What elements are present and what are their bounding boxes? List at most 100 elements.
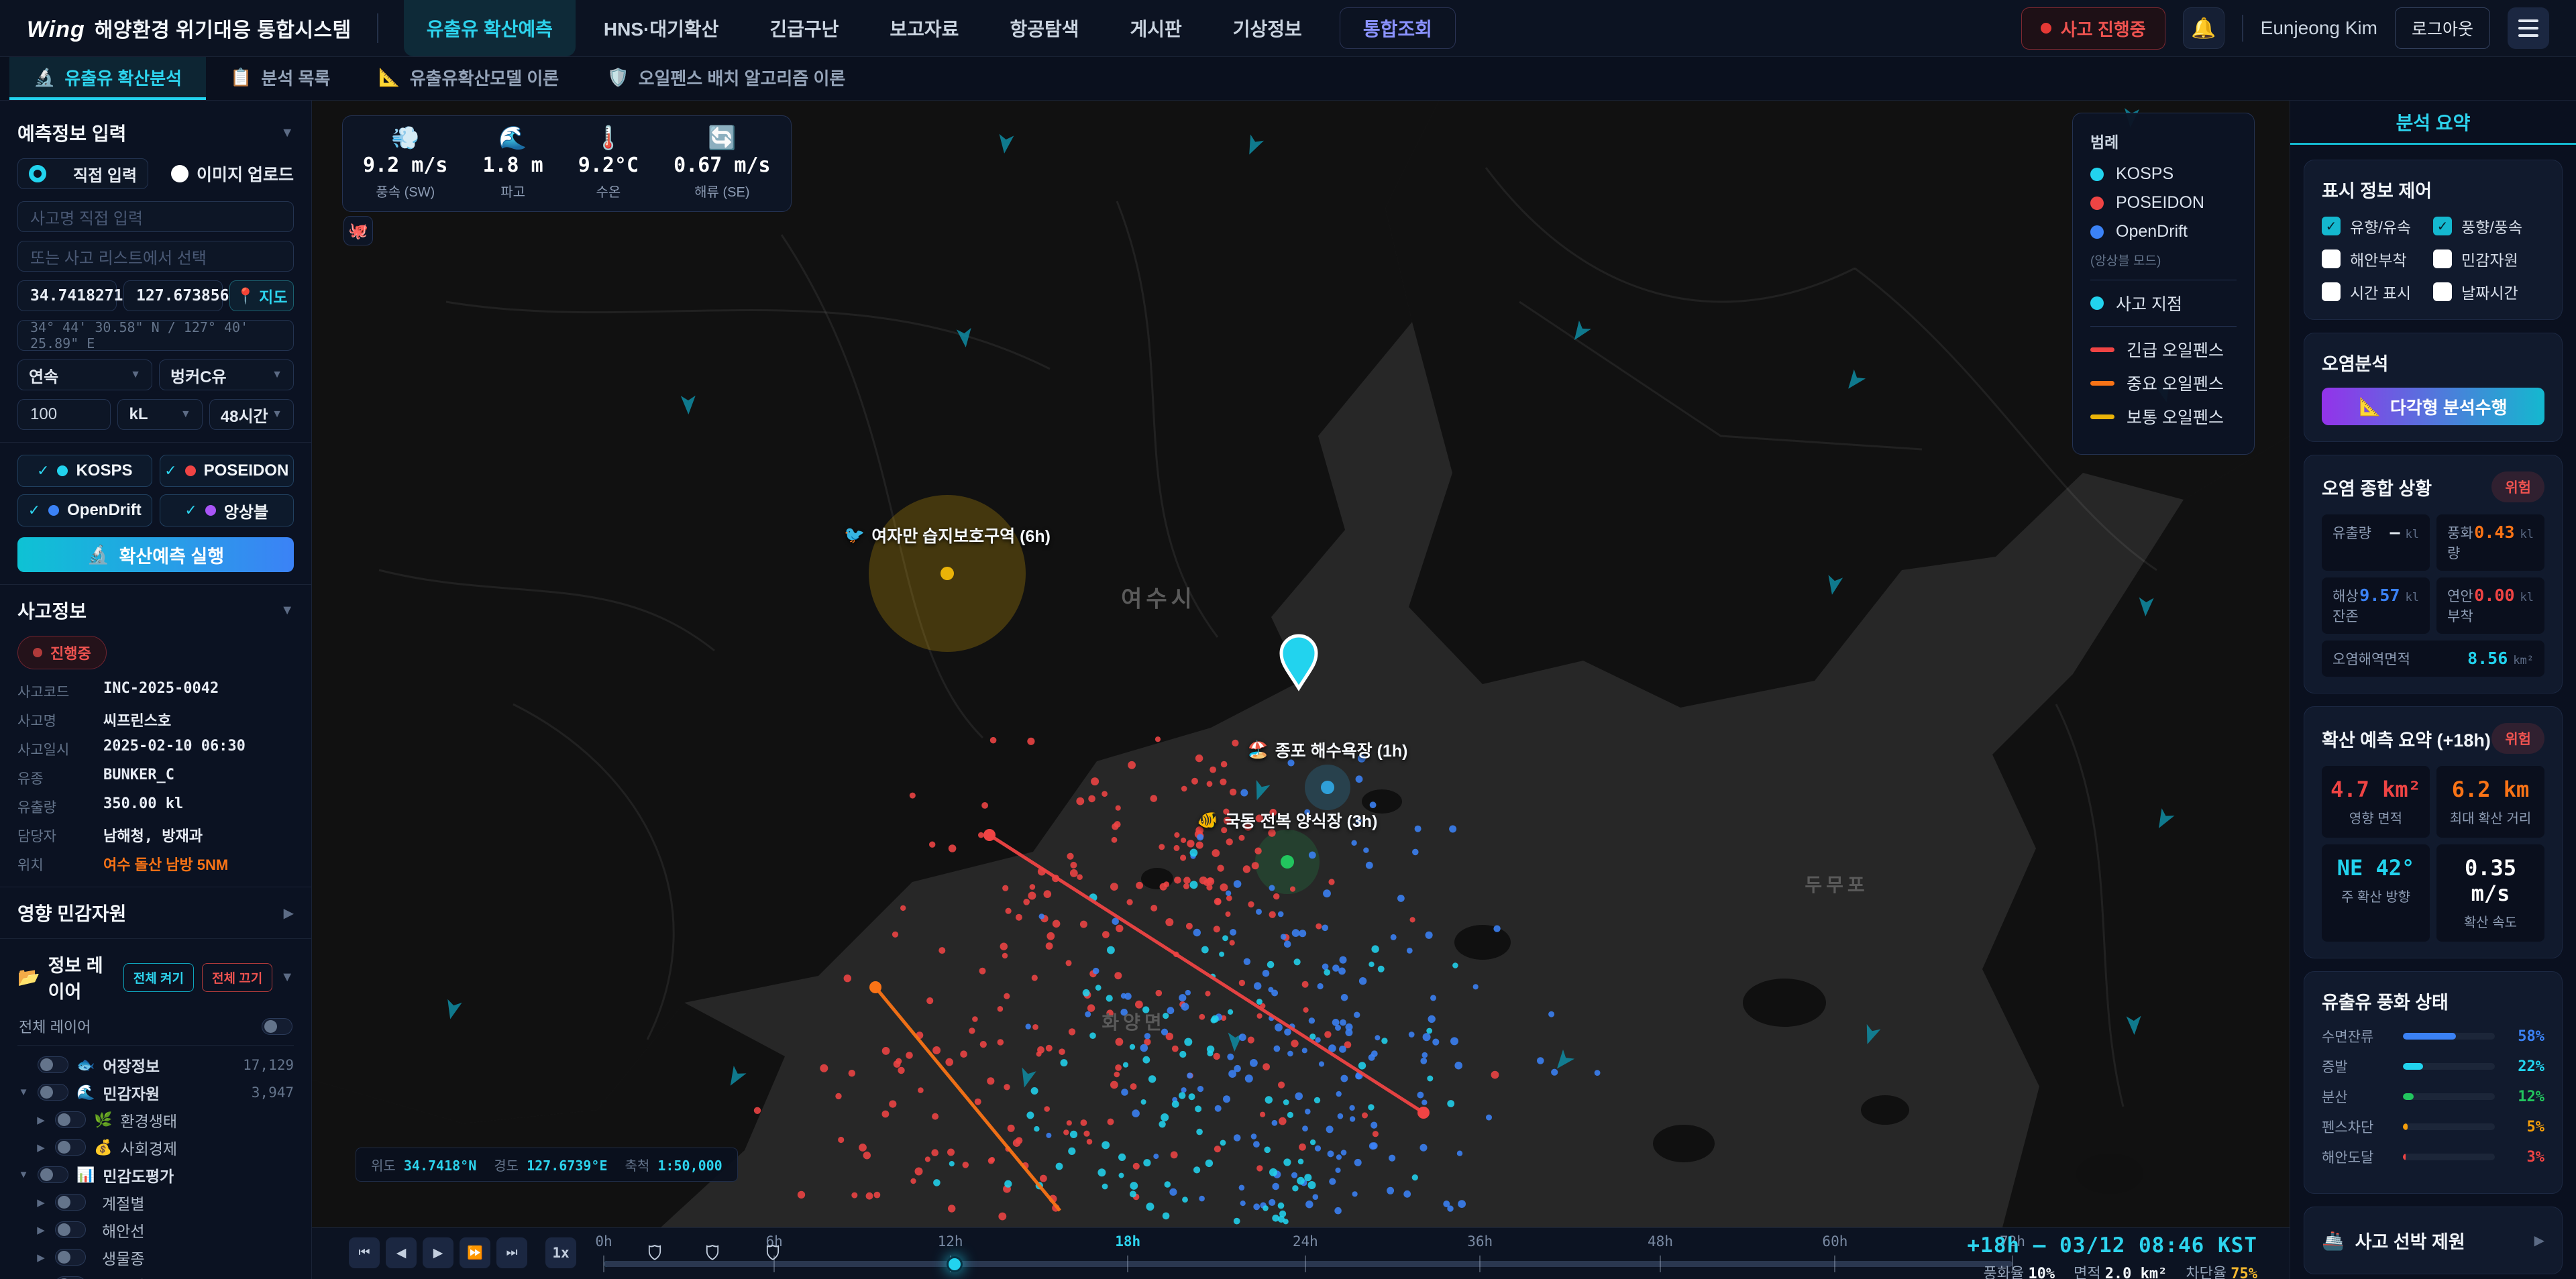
radio-direct-input[interactable]: 직접 입력	[17, 158, 149, 189]
nav-tab-항공탐색[interactable]: 항공탐색	[1010, 19, 1079, 40]
site-dot-icon[interactable]	[941, 567, 954, 580]
layer-toggle[interactable]	[38, 1056, 68, 1073]
fence-endpoint[interactable]	[869, 981, 881, 993]
playback-speed-button[interactable]: 1x	[545, 1237, 576, 1268]
oil-particle	[1351, 840, 1357, 846]
road	[780, 234, 984, 739]
timeline-handle[interactable]	[946, 1256, 963, 1272]
oil-particle	[1338, 967, 1346, 975]
collapse-caret-icon[interactable]: ▼	[280, 602, 294, 618]
layer-toggle[interactable]	[55, 1221, 86, 1238]
nav-tab-긴급구난[interactable]: 긴급구난	[769, 19, 839, 40]
nav-tab-유출유 확산예측[interactable]: 유출유 확산예측	[403, 0, 576, 56]
logout-button[interactable]: 로그아웃	[2394, 7, 2490, 49]
incident-name-input[interactable]: 사고명 직접 입력	[17, 201, 294, 232]
oil-particle	[1180, 854, 1187, 861]
tree-caret-icon[interactable]: ▶	[37, 1197, 45, 1209]
fence-endpoint[interactable]	[983, 829, 996, 841]
oil-particle	[1207, 1050, 1214, 1057]
timeline-slider[interactable]: 0h 6h 12h 18h 24h 36h 48h 60h 72h	[595, 1228, 2025, 1279]
prediction-section-header[interactable]: 예측정보 입력 ▼	[17, 119, 294, 146]
fast-forward-button[interactable]: ⏩	[460, 1237, 490, 1268]
longitude-input[interactable]: 127.673856994	[123, 280, 257, 311]
oil-particle	[926, 997, 934, 1005]
impact-section-header[interactable]: 영향 민감자원 ▶	[17, 899, 294, 926]
current-arrow-icon	[956, 327, 971, 347]
polygon-analysis-button[interactable]: 📐 다각형 분석수행	[2322, 388, 2544, 425]
timeline-track[interactable]	[604, 1261, 2012, 1267]
model-chip-OpenDrift[interactable]: ✓ OpenDrift	[17, 494, 152, 526]
oil-fence-line[interactable]	[874, 986, 1061, 1212]
tree-caret-icon[interactable]: ▼	[18, 1087, 29, 1098]
tree-caret-icon[interactable]: ▶	[37, 1252, 45, 1264]
notifications-button[interactable]: 🔔	[2182, 7, 2224, 49]
tree-caret-icon[interactable]: ▶	[37, 1142, 45, 1154]
site-dot-icon[interactable]	[1281, 855, 1294, 869]
vessel-spec-card[interactable]: 🚢 사고 선박 제원 ▶	[2304, 1207, 2563, 1274]
layer-toggle[interactable]	[55, 1111, 86, 1128]
subtab-유출유확산모델 이론[interactable]: 📐 유출유확산모델 이론	[354, 57, 583, 100]
hamburger-menu-button[interactable]	[2508, 7, 2549, 49]
oil-particle	[1340, 1019, 1346, 1026]
nav-tab-보고자료[interactable]: 보고자료	[890, 19, 959, 40]
display-check-민감자원[interactable]: 민감자원	[2433, 247, 2544, 270]
nav-tab-HNS·대기확산[interactable]: HNS·대기확산	[603, 19, 719, 40]
oil-particle	[1368, 961, 1375, 968]
layers-all-off-button[interactable]: 전체 끄기	[202, 962, 273, 992]
display-check-날짜시간[interactable]: 날짜시간	[2433, 280, 2544, 303]
collapse-caret-icon[interactable]: ▼	[280, 125, 294, 140]
oil-particle	[1055, 1162, 1063, 1170]
layer-toggle[interactable]	[55, 1276, 86, 1279]
oil-type-select[interactable]: 벙커C유 ▼	[159, 359, 294, 390]
duration-select[interactable]: 48시간 ▼	[209, 399, 294, 430]
subtab-오일펜스 배치 알고리즘 이론[interactable]: 🛡️ 오일펜스 배치 알고리즘 이론	[583, 57, 869, 100]
radio-image-upload[interactable]: 이미지 업로드	[171, 158, 294, 189]
display-check-유향/유속[interactable]: ✓ 유향/유속	[2322, 215, 2433, 237]
nav-tab-기상정보[interactable]: 기상정보	[1232, 19, 1302, 40]
layer-toggle[interactable]	[38, 1166, 68, 1183]
oil-particle	[1188, 1093, 1195, 1101]
site-dot-icon[interactable]	[1321, 781, 1334, 794]
forecast-cell-주 확산 방향: NE 42° 주 확산 방향	[2322, 844, 2430, 942]
model-chip-앙상블[interactable]: ✓ 앙상블	[159, 494, 294, 526]
oil-particle	[910, 1178, 916, 1184]
map-canvas[interactable]: 💨 9.2 m/s 풍속 (SW) 🌊 1.8 m 파고 🌡️ 9.2°C 수온 🔄 0.67 m/…	[312, 101, 2290, 1227]
master-layer-toggle[interactable]	[262, 1017, 292, 1035]
incident-pin-icon[interactable]	[1279, 634, 1318, 691]
step-back-button[interactable]: ◀	[386, 1237, 417, 1268]
tree-caret-icon[interactable]: ▼	[18, 1169, 29, 1180]
layers-all-on-button[interactable]: 전체 켜기	[123, 962, 194, 992]
layer-toggle[interactable]	[55, 1139, 86, 1156]
model-chip-POSEIDON[interactable]: ✓ POSEIDON	[159, 455, 294, 487]
subtab-유출유 확산분석[interactable]: 🔬 유출유 확산분석	[9, 57, 207, 100]
layer-toggle[interactable]	[55, 1249, 86, 1266]
layer-toggle[interactable]	[38, 1084, 68, 1101]
spill-mode-select[interactable]: 연속 ▼	[17, 359, 152, 390]
tree-caret-icon[interactable]: ▶	[37, 1224, 45, 1236]
tree-caret-icon[interactable]: ▶	[37, 1114, 45, 1126]
collapse-caret-icon[interactable]: ▼	[280, 969, 294, 985]
nav-tab-통합조회[interactable]: 통합조회	[1339, 7, 1456, 49]
layer-toggle[interactable]	[55, 1194, 86, 1211]
display-check-시간 표시[interactable]: 시간 표시	[2322, 280, 2433, 303]
expand-caret-icon[interactable]: ▶	[283, 905, 294, 921]
nav-tab-게시판[interactable]: 게시판	[1130, 19, 1182, 40]
play-button[interactable]: ▶	[423, 1237, 453, 1268]
oil-particle	[1238, 1184, 1245, 1191]
incident-section-header[interactable]: 사고정보 ▼	[17, 597, 294, 624]
skip-start-button[interactable]: ⏮	[349, 1237, 380, 1268]
fence-endpoint[interactable]	[1417, 1107, 1430, 1119]
display-check-풍향/풍속[interactable]: ✓ 풍향/풍속	[2433, 215, 2544, 237]
skip-end-button[interactable]: ⏭	[496, 1237, 527, 1268]
mascot-button[interactable]: 🐙	[343, 216, 373, 245]
model-chip-KOSPS[interactable]: ✓ KOSPS	[17, 455, 152, 487]
latitude-input[interactable]: 34.7418271295	[17, 280, 151, 311]
incident-list-select[interactable]: 또는 사고 리스트에서 선택	[17, 241, 294, 272]
amount-input[interactable]: 100	[17, 399, 111, 430]
pick-on-map-button[interactable]: 📍 지도	[229, 280, 294, 311]
oil-fence-line[interactable]	[988, 833, 1425, 1115]
display-check-해안부착[interactable]: 해안부착	[2322, 247, 2433, 270]
unit-select[interactable]: kL ▼	[117, 399, 203, 430]
subtab-분석 목록[interactable]: 📋 분석 목록	[206, 57, 354, 100]
run-prediction-button[interactable]: 🔬 확산예측 실행	[17, 537, 294, 572]
